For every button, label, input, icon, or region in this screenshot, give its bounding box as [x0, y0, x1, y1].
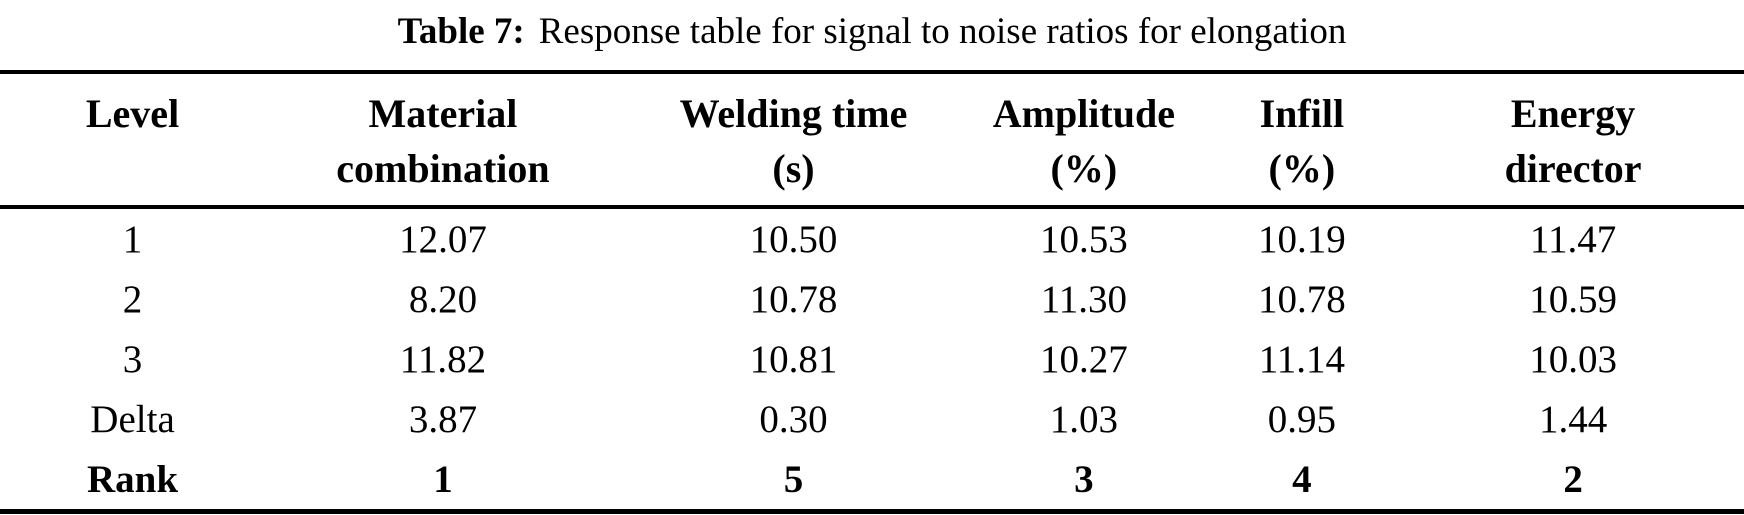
table-header: Level Material combination Welding time … [0, 72, 1744, 209]
column-header-line1: Level [85, 91, 180, 136]
row-label: Rank [87, 457, 179, 501]
table-row-level-2: 2 8.20 10.78 11.30 10.78 10.59 [0, 269, 1744, 329]
table-cell: 10.78 [1257, 277, 1346, 321]
table-cell: 10.50 [749, 217, 838, 261]
column-header-welding-time: Welding time (s) [620, 72, 967, 209]
row-label: 3 [122, 337, 143, 381]
table-cell: 0.30 [759, 397, 828, 441]
table-row-level-1: 1 12.07 10.50 10.53 10.19 11.47 [0, 207, 1744, 269]
column-header-line1: Amplitude [992, 91, 1175, 136]
row-label: 1 [122, 217, 143, 261]
column-header-line1: Welding time [679, 91, 908, 136]
table-header-row: Level Material combination Welding time … [0, 72, 1744, 209]
column-header-line2: combination [336, 146, 550, 191]
table-caption: Table 7: Response table for signal to noi… [0, 0, 1744, 56]
table-cell: 12.07 [399, 217, 487, 261]
table-cell: 10.03 [1529, 337, 1617, 381]
table-cell: 3.87 [408, 397, 478, 441]
column-header-infill: Infill (%) [1201, 72, 1403, 209]
column-header-line2: director [1504, 146, 1642, 191]
column-header-line1: Material [368, 91, 518, 136]
column-header-level: Level [0, 72, 266, 209]
table-body: 1 12.07 10.50 10.53 10.19 11.47 2 8.20 1… [0, 207, 1744, 512]
table-row-rank: Rank 1 5 3 4 2 [0, 449, 1744, 512]
table-cell: 10.19 [1257, 217, 1346, 261]
row-label: Delta [90, 397, 175, 441]
column-header-line1: Infill [1259, 91, 1345, 136]
table-cell: 0.95 [1267, 397, 1336, 441]
column-header-material-combination: Material combination [265, 72, 621, 209]
table-caption-label: Table 7: [397, 11, 525, 52]
column-header-line2: (%) [1268, 146, 1336, 191]
row-label: 2 [122, 277, 143, 321]
table-cell: 1.44 [1538, 397, 1608, 441]
column-header-line2: (s) [772, 146, 815, 191]
table-cell: 2 [1563, 457, 1583, 501]
column-header-line2 [0, 141, 265, 196]
response-table: Level Material combination Welding time … [0, 70, 1744, 514]
table-cell: 10.27 [1039, 337, 1128, 381]
table-row-level-3: 3 11.82 10.81 10.27 11.14 10.03 [0, 329, 1744, 389]
table-caption-text: Response table for signal to noise ratio… [538, 11, 1347, 52]
table-cell: 5 [783, 457, 804, 501]
table-cell: 10.59 [1529, 277, 1617, 321]
column-header-line2: (%) [1050, 146, 1118, 191]
table-cell: 10.81 [749, 337, 838, 381]
table-cell: 4 [1292, 457, 1312, 501]
table-row-delta: Delta 3.87 0.30 1.03 0.95 1.44 [0, 389, 1744, 449]
table-cell: 11.14 [1258, 337, 1345, 381]
column-header-amplitude: Amplitude (%) [966, 72, 1202, 209]
table-cell: 11.47 [1529, 217, 1617, 261]
table-cell: 11.30 [1040, 277, 1128, 321]
column-header-line1: Energy [1510, 91, 1636, 136]
table-cell: 10.53 [1039, 217, 1128, 261]
column-header-energy-director: Energy director [1402, 72, 1744, 209]
table-cell: 8.20 [408, 277, 478, 321]
table-cell: 1.03 [1049, 397, 1118, 441]
table-cell: 11.82 [399, 337, 487, 381]
table-cell: 1 [433, 457, 453, 501]
table-cell: 10.78 [749, 277, 838, 321]
table-cell: 3 [1074, 457, 1094, 501]
